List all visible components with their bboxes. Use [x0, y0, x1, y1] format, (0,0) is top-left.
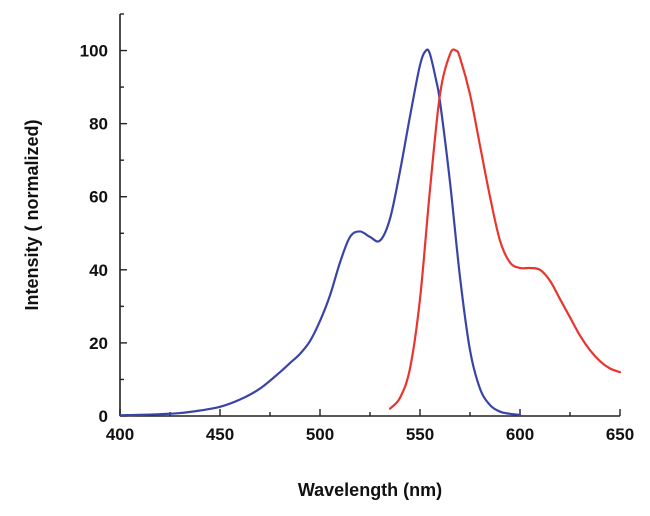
y-axis-title: Intensity ( normalized)	[22, 119, 42, 310]
series-line-blue	[118, 48, 522, 417]
y-tick-label: 20	[89, 334, 108, 353]
y-tick-label: 60	[89, 188, 108, 207]
y-axis-ticks: 0 20 40 60 80 100	[80, 13, 127, 426]
x-tick-label: 650	[606, 425, 634, 444]
y-tick-label: 0	[99, 407, 108, 426]
y-tick-label: 40	[89, 261, 108, 280]
x-axis-title: Wavelength (nm)	[298, 480, 442, 500]
x-tick-label: 550	[406, 425, 434, 444]
y-tick-label: 100	[80, 42, 108, 61]
x-axis-ticks: 400 450 500 550 600 650	[106, 409, 634, 444]
x-tick-label: 500	[306, 425, 334, 444]
plot-area	[119, 14, 620, 417]
x-tick-label: 600	[506, 425, 534, 444]
series-layer	[118, 48, 622, 417]
series-line-red	[388, 48, 622, 410]
y-tick-label: 80	[89, 115, 108, 134]
x-tick-label: 450	[206, 425, 234, 444]
x-tick-label: 400	[106, 425, 134, 444]
